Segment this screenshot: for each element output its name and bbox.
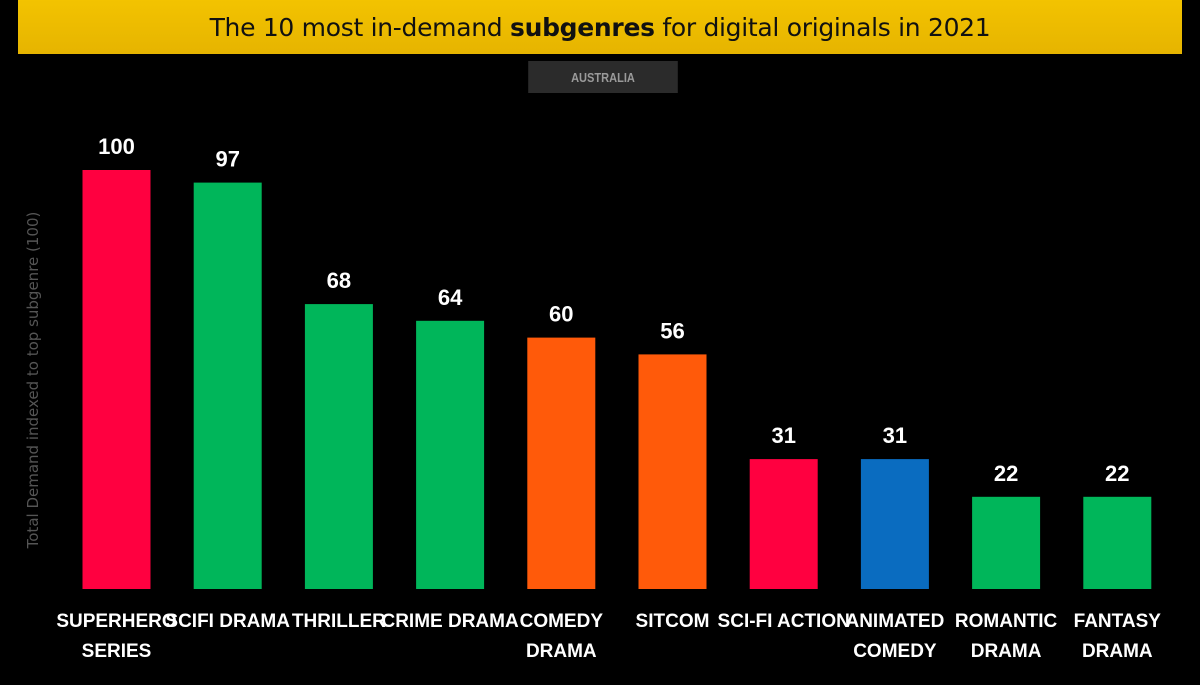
value-label-1: 100 — [98, 134, 135, 159]
category-label-9: ROMANTIC DRAMA — [955, 611, 1058, 662]
value-label-2: 97 — [215, 147, 239, 172]
category-label-4: CRIME DRAMA — [381, 611, 518, 632]
bar-3 — [304, 304, 373, 589]
bar-1 — [82, 170, 151, 589]
category-label-5: COMEDY DRAMA — [520, 611, 604, 662]
category-label-line: SCI-FI ACTION — [718, 611, 850, 632]
category-label-2: SCIFI DRAMA — [165, 611, 290, 632]
category-label-3: THRILLER — [292, 611, 386, 632]
value-label-3: 68 — [327, 268, 351, 293]
bar-4 — [416, 320, 485, 589]
bar-10 — [1083, 496, 1152, 589]
bar-2 — [193, 182, 262, 589]
bar-8 — [860, 459, 929, 589]
category-label-line: SERIES — [82, 641, 152, 662]
category-label-line: THRILLER — [292, 611, 386, 632]
category-label-1: SUPERHERO SERIES — [56, 611, 176, 662]
value-label-4: 64 — [438, 285, 463, 310]
category-label-line: ANIMATED — [845, 611, 944, 632]
bar-5 — [527, 337, 596, 589]
category-label-line: CRIME DRAMA — [381, 611, 518, 632]
category-label-line: COMEDY — [853, 641, 937, 662]
category-label-10: FANTASY DRAMA — [1074, 611, 1162, 662]
category-label-line: ROMANTIC — [955, 611, 1058, 632]
category-label-line: SITCOM — [636, 611, 710, 632]
region-badge: AUSTRALIA — [528, 61, 678, 93]
value-label-9: 22 — [994, 461, 1018, 486]
y-axis-label: Total Demand indexed to top subgenre (10… — [24, 212, 42, 550]
category-label-line: FANTASY — [1074, 611, 1162, 632]
category-label-line: COMEDY — [520, 611, 604, 632]
category-label-line: DRAMA — [1082, 641, 1153, 662]
category-label-6: SITCOM — [636, 611, 710, 632]
bar-7 — [749, 459, 818, 589]
category-label-7: SCI-FI ACTION — [718, 611, 850, 632]
value-label-5: 60 — [549, 302, 573, 327]
chart-title-emphasis: subgenres — [510, 12, 655, 42]
value-label-8: 31 — [883, 423, 907, 448]
bar-6 — [638, 354, 707, 589]
chart-title-end: for digital originals in 2021 — [654, 12, 991, 42]
bar-9 — [972, 496, 1041, 589]
value-label-6: 56 — [660, 318, 684, 343]
category-label-line: SCIFI DRAMA — [165, 611, 290, 632]
chart-title-start: The 10 most in-demand — [209, 12, 510, 42]
category-label-line: SUPERHERO — [56, 611, 176, 632]
value-label-10: 22 — [1105, 461, 1129, 486]
title-bar: The 10 most in-demand subgenres for digi… — [18, 0, 1182, 54]
value-label-7: 31 — [771, 423, 795, 448]
category-label-line: DRAMA — [526, 641, 597, 662]
category-label-line: DRAMA — [971, 641, 1042, 662]
category-label-8: ANIMATED COMEDY — [845, 611, 944, 662]
chart-title: The 10 most in-demand subgenres for digi… — [210, 13, 991, 42]
